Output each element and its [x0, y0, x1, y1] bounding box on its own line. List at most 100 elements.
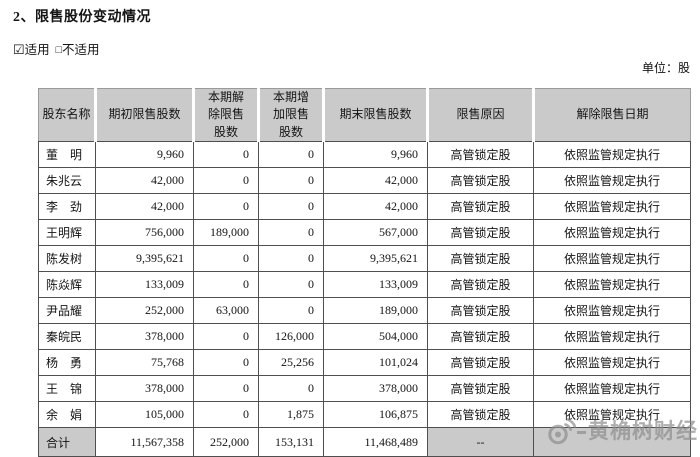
cell-shareholder-name: 杨 勇 [38, 349, 96, 377]
table-row: 董 明 9,960 0 0 9,960 高管锁定股 依照监管规定执行 [38, 141, 691, 169]
cell-begin-shares: 133,009 [95, 271, 194, 299]
table-row: 朱兆云 42,000 0 0 42,000 高管锁定股 依照监管规定执行 [38, 167, 691, 195]
cell-released-shares: 0 [193, 349, 259, 377]
cell-begin-shares: 42,000 [95, 193, 194, 221]
cell-begin-shares: 9,395,621 [95, 245, 194, 273]
cell-released-shares: 0 [193, 167, 259, 195]
cell-end-shares: 42,000 [323, 167, 428, 195]
cell-released-shares: 63,000 [193, 297, 259, 325]
cell-begin-shares: 378,000 [95, 375, 194, 403]
section-title: 2、限售股份变动情况 [13, 10, 151, 25]
table-row: 秦皖民 378,000 0 126,000 504,000 高管锁定股 依照监管… [38, 323, 691, 351]
cell-shareholder-name: 秦皖民 [38, 323, 96, 351]
cell-release-date: 依照监管规定执行 [533, 167, 691, 195]
cell-added-shares: 0 [258, 245, 324, 273]
total-added-shares-cell: 153,131 [258, 427, 324, 457]
col-header-release-date: 解除限售日期 [532, 87, 691, 143]
cell-shareholder-name: 陈焱辉 [38, 271, 96, 299]
cell-end-shares: 106,875 [323, 401, 428, 429]
cell-released-shares: 0 [193, 401, 259, 429]
total-end-shares-cell: 11,468,489 [323, 427, 428, 457]
table-header: 股东名称 期初限售股数 本期解除限售股数 本期增加限售股数 期末限售股数 限售原… [38, 87, 691, 143]
total-released-shares-cell: 252,000 [193, 427, 259, 457]
checked-checkbox-icon: ☑ [13, 42, 25, 57]
cell-restriction-reason: 高管锁定股 [427, 297, 534, 325]
table-body: 董 明 9,960 0 0 9,960 高管锁定股 依照监管规定执行 朱兆云 4… [38, 141, 691, 457]
cell-release-date: 依照监管规定执行 [533, 401, 691, 429]
cell-added-shares: 0 [258, 141, 324, 169]
restricted-shares-table-wrap: 股东名称 期初限售股数 本期解除限售股数 本期增加限售股数 期末限售股数 限售原… [38, 87, 691, 457]
cell-shareholder-name: 王明辉 [38, 219, 96, 247]
cell-end-shares: 9,960 [323, 141, 428, 169]
cell-shareholder-name: 朱兆云 [38, 167, 96, 195]
table-row: 陈发树 9,395,621 0 0 9,395,621 高管锁定股 依照监管规定… [38, 245, 691, 273]
unit-label: 单位：股 [641, 61, 690, 75]
table-row: 王 锦 378,000 0 0 378,000 高管锁定股 依照监管规定执行 [38, 375, 691, 403]
cell-added-shares: 126,000 [258, 323, 324, 351]
cell-restriction-reason: 高管锁定股 [427, 401, 534, 429]
cell-released-shares: 0 [193, 245, 259, 273]
cell-begin-shares: 42,000 [95, 167, 194, 195]
cell-release-date: 依照监管规定执行 [533, 349, 691, 377]
weibo-eye-icon [548, 417, 576, 444]
cell-added-shares: 0 [258, 271, 324, 299]
cell-end-shares: 42,000 [323, 193, 428, 221]
table-row: 王明辉 756,000 189,000 0 567,000 高管锁定股 依照监管… [38, 219, 691, 247]
total-label-cell: 合计 [38, 427, 96, 457]
applicability-line: ☑适用 □不适用 [13, 39, 100, 58]
cell-begin-shares: 75,768 [95, 349, 194, 377]
cell-released-shares: 0 [193, 271, 259, 299]
table-row: 杨 勇 75,768 0 25,256 101,024 高管锁定股 依照监管规定… [38, 349, 691, 377]
cell-released-shares: 189,000 [193, 219, 259, 247]
watermark-text: 黄桷树财经 [588, 419, 698, 443]
cell-release-date: 依照监管规定执行 [533, 245, 691, 273]
watermark-dash [577, 431, 586, 434]
cell-end-shares: 101,024 [323, 349, 428, 377]
cell-end-shares: 9,395,621 [323, 245, 428, 273]
cell-release-date: 依照监管规定执行 [533, 219, 691, 247]
cell-restriction-reason: 高管锁定股 [427, 375, 534, 403]
col-header-shareholder: 股东名称 [38, 87, 96, 143]
cell-release-date: 依照监管规定执行 [533, 323, 691, 351]
cell-release-date: 依照监管规定执行 [533, 375, 691, 403]
col-header-added-shares: 本期增加限售股数 [257, 87, 324, 143]
cell-restriction-reason: 高管锁定股 [427, 141, 534, 169]
cell-release-date: 依照监管规定执行 [533, 271, 691, 299]
cell-end-shares: 189,000 [323, 297, 428, 325]
cell-released-shares: 0 [193, 141, 259, 169]
cell-shareholder-name: 李 劲 [38, 193, 96, 221]
cell-release-date: 依照监管规定执行 [533, 193, 691, 221]
table-row: 余 娟 105,000 0 1,875 106,875 高管锁定股 依照监管规定… [38, 401, 691, 429]
cell-begin-shares: 252,000 [95, 297, 194, 325]
cell-end-shares: 567,000 [323, 219, 428, 247]
cell-release-date: 依照监管规定执行 [533, 141, 691, 169]
cell-released-shares: 0 [193, 323, 259, 351]
cell-begin-shares: 105,000 [95, 401, 194, 429]
cell-end-shares: 133,009 [323, 271, 428, 299]
cell-shareholder-name: 董 明 [38, 141, 96, 169]
cell-added-shares: 1,875 [258, 401, 324, 429]
cell-shareholder-name: 尹品耀 [38, 297, 96, 325]
col-header-restriction-reason: 限售原因 [426, 87, 534, 143]
col-header-released-shares: 本期解除限售股数 [192, 87, 259, 143]
table-row: 李 劲 42,000 0 0 42,000 高管锁定股 依照监管规定执行 [38, 193, 691, 221]
col-header-begin-shares: 期初限售股数 [94, 87, 194, 143]
cell-restriction-reason: 高管锁定股 [427, 219, 534, 247]
total-begin-shares-cell: 11,567,358 [95, 427, 194, 457]
cell-added-shares: 0 [258, 375, 324, 403]
cell-added-shares: 0 [258, 193, 324, 221]
cell-added-shares: 25,256 [258, 349, 324, 377]
cell-shareholder-name: 余 娟 [38, 401, 96, 429]
cell-restriction-reason: 高管锁定股 [427, 271, 534, 299]
cell-begin-shares: 756,000 [95, 219, 194, 247]
cell-released-shares: 0 [193, 193, 259, 221]
cell-restriction-reason: 高管锁定股 [427, 323, 534, 351]
cell-restriction-reason: 高管锁定股 [427, 349, 534, 377]
cell-added-shares: 0 [258, 167, 324, 195]
total-restriction-reason-cell: -- [427, 427, 534, 457]
watermark: 黄桷树财经 [546, 415, 698, 448]
cell-released-shares: 0 [193, 375, 259, 403]
cell-restriction-reason: 高管锁定股 [427, 167, 534, 195]
not-applicable-label: 不适用 [62, 43, 100, 57]
cell-shareholder-name: 王 锦 [38, 375, 96, 403]
